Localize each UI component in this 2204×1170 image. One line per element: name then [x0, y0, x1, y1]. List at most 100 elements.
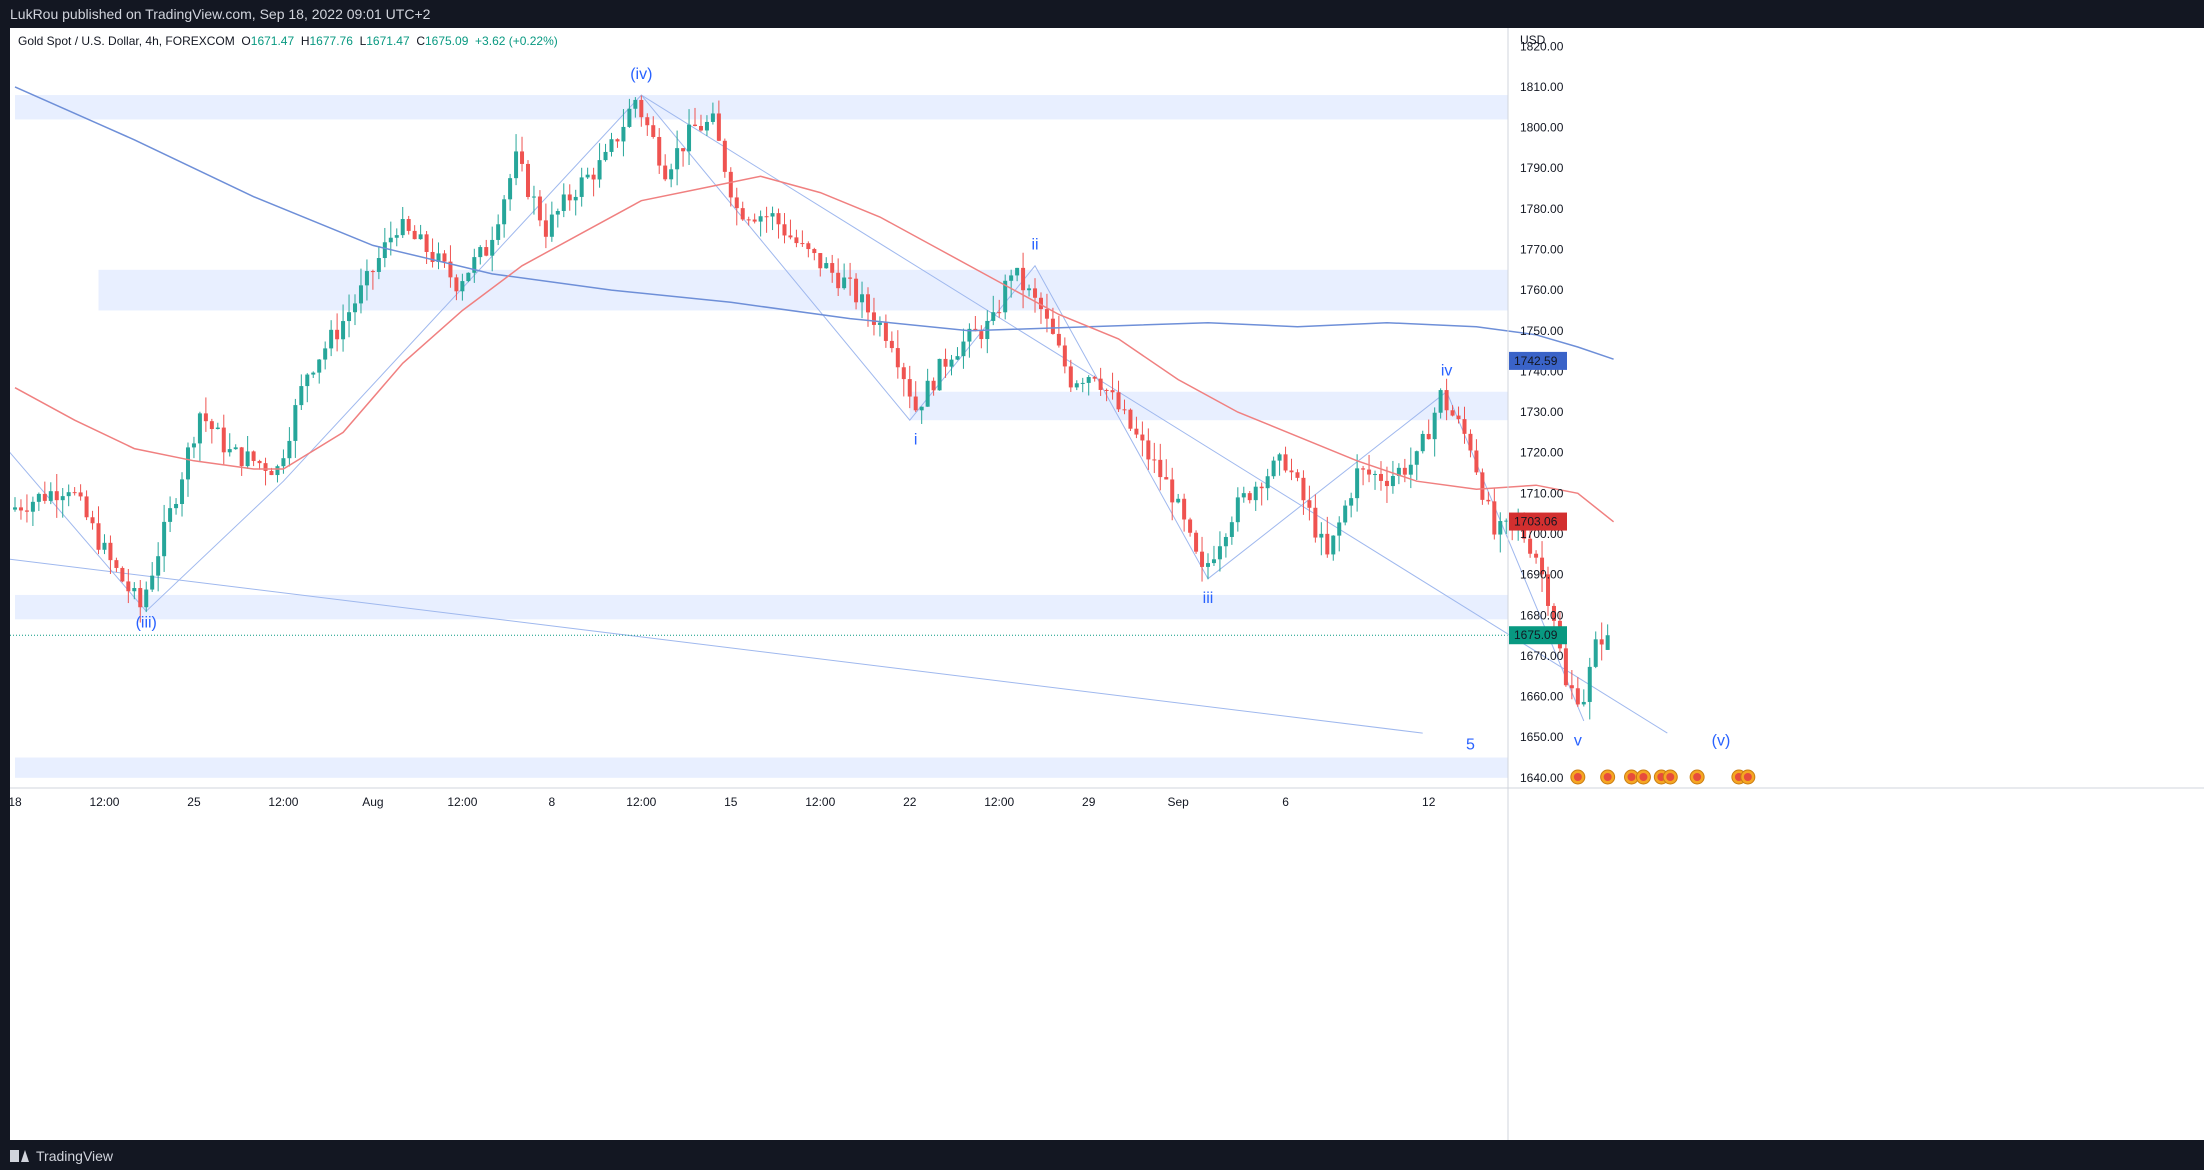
x-tick-label: Sep	[1167, 795, 1189, 809]
candle	[698, 126, 703, 131]
candle	[687, 124, 692, 152]
candle	[138, 588, 143, 608]
legend-open-label: O	[241, 34, 251, 48]
legend-close: 1675.09	[424, 34, 469, 48]
chart-area[interactable]: (iv) (iii) ii i iv iii 5 v (v) USD 1820.00 1810.00 1…	[10, 28, 2204, 1140]
candle	[1438, 390, 1443, 413]
candle	[704, 121, 709, 131]
candle	[991, 312, 996, 321]
candle	[1289, 470, 1294, 473]
x-tick-label: 12:00	[626, 795, 656, 809]
event-flag-icon-inner	[1666, 773, 1675, 781]
candle	[865, 294, 870, 313]
candle	[1587, 666, 1592, 702]
candle	[364, 271, 369, 286]
candle	[1134, 428, 1139, 435]
candle	[949, 359, 954, 367]
tradingview-logo[interactable]: TradingView	[10, 1148, 113, 1164]
candle	[1044, 309, 1049, 319]
y-tick-label: 1800.00	[1520, 121, 1564, 135]
candle	[1140, 434, 1145, 441]
legend-low-label: L	[359, 34, 367, 48]
candle	[1056, 333, 1061, 346]
candle	[1384, 480, 1389, 487]
candle	[877, 322, 882, 325]
y-tick-label: 1640.00	[1520, 771, 1564, 785]
moving-average-slow	[14, 86, 1614, 360]
candle	[734, 197, 739, 209]
candle	[1581, 701, 1586, 705]
candle	[842, 277, 847, 289]
candle	[233, 447, 238, 450]
candle	[1200, 551, 1205, 567]
candle	[60, 496, 65, 501]
candle	[490, 239, 495, 256]
candle	[710, 113, 715, 122]
candle	[502, 199, 507, 225]
wave-label: ii	[1031, 236, 1038, 253]
candle	[1128, 409, 1133, 429]
candle	[901, 367, 906, 380]
candle	[788, 235, 793, 238]
candle	[776, 213, 781, 225]
candle	[120, 567, 125, 582]
candle	[1050, 318, 1055, 334]
candle	[132, 588, 137, 592]
candle	[1504, 520, 1509, 522]
candle	[514, 151, 519, 179]
candle	[36, 493, 41, 502]
candle	[96, 523, 101, 550]
candle	[370, 271, 375, 273]
candle	[1116, 392, 1121, 410]
candle	[1182, 498, 1187, 520]
candle	[168, 508, 173, 522]
wave-line	[641, 94, 1668, 734]
candle	[1420, 433, 1425, 452]
candle	[764, 216, 769, 218]
candle	[1540, 557, 1545, 575]
candle	[347, 312, 352, 322]
candle	[335, 329, 340, 340]
candle	[406, 219, 411, 231]
candle	[424, 234, 429, 252]
y-tick-label: 1660.00	[1520, 690, 1564, 704]
price-tag-label: 1703.06	[1514, 515, 1558, 529]
y-tick-label: 1680.00	[1520, 608, 1564, 622]
candle	[1462, 419, 1467, 434]
candle	[299, 386, 304, 406]
candle	[669, 169, 674, 180]
candle	[1534, 553, 1539, 558]
candle	[1074, 383, 1079, 388]
price-tag	[1509, 351, 1567, 370]
candle	[919, 406, 924, 411]
candle	[883, 322, 888, 341]
price-tag	[1509, 626, 1567, 645]
candle	[191, 443, 196, 448]
candle	[621, 126, 626, 142]
candle	[889, 340, 894, 349]
candle	[579, 177, 584, 197]
candle	[42, 493, 47, 501]
candle	[1164, 477, 1169, 480]
candle	[269, 470, 274, 476]
candle	[1104, 389, 1109, 391]
candle	[317, 359, 322, 373]
candle	[722, 140, 727, 172]
candle	[967, 328, 972, 342]
candle	[508, 178, 513, 200]
candle	[800, 243, 805, 245]
wave-label: (iv)	[630, 66, 652, 83]
candle	[1206, 563, 1210, 567]
candle	[1396, 467, 1401, 476]
candle	[1033, 288, 1038, 298]
candle	[102, 542, 107, 550]
candle	[448, 261, 453, 278]
candle	[1021, 267, 1026, 291]
candle	[830, 263, 835, 273]
candle	[90, 517, 95, 524]
y-tick-label: 1770.00	[1520, 242, 1564, 256]
candle	[615, 139, 620, 142]
candle	[1444, 390, 1449, 411]
tradingview-logo-text: TradingView	[36, 1148, 114, 1164]
